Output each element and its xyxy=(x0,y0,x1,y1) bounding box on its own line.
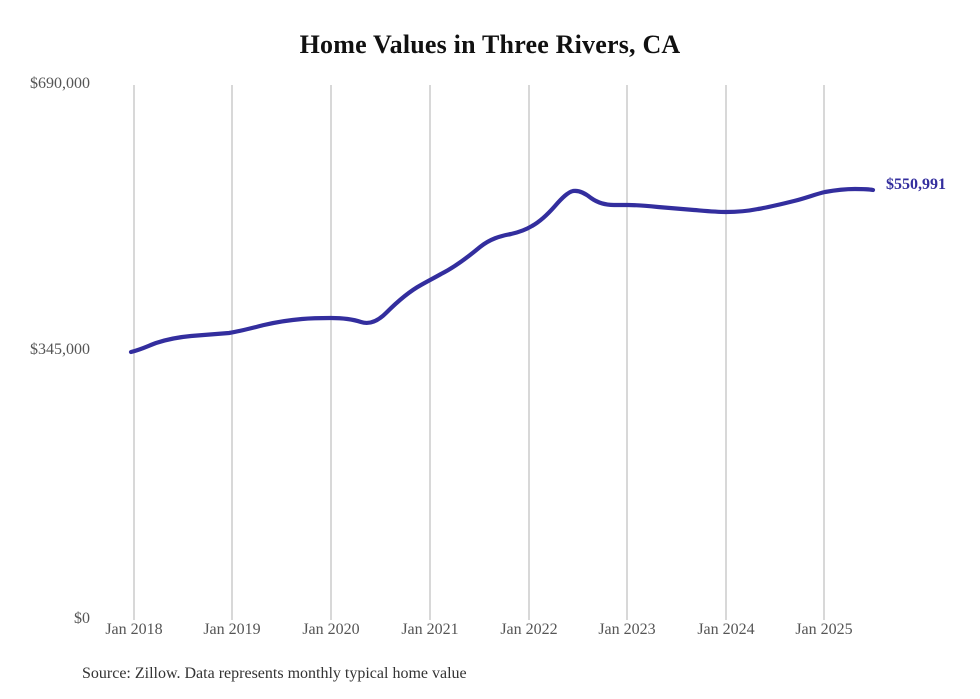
home-value-series-line xyxy=(128,186,876,355)
xtick-label-jan-2024: Jan 2024 xyxy=(697,621,755,638)
source-note: Source: Zillow. Data represents monthly … xyxy=(82,665,467,682)
xtick-label-jan-2021: Jan 2021 xyxy=(401,621,459,638)
xtick-label-jan-2025: Jan 2025 xyxy=(795,621,853,638)
vertical-gridlines xyxy=(133,85,825,620)
chart-title: Home Values in Three Rivers, CA xyxy=(299,30,681,59)
xtick-label-jan-2018: Jan 2018 xyxy=(105,621,163,638)
end-value-annotation: $550,991 xyxy=(886,176,946,193)
xtick-label-jan-2019: Jan 2019 xyxy=(203,621,261,638)
xtick-label-jan-2022: Jan 2022 xyxy=(500,621,558,638)
ytick-label-690000: $690,000 xyxy=(30,75,90,92)
ytick-label-0: $0 xyxy=(74,610,90,627)
xtick-label-jan-2023: Jan 2023 xyxy=(598,621,656,638)
ytick-label-345000: $345,000 xyxy=(30,341,90,358)
xtick-label-jan-2020: Jan 2020 xyxy=(302,621,360,638)
